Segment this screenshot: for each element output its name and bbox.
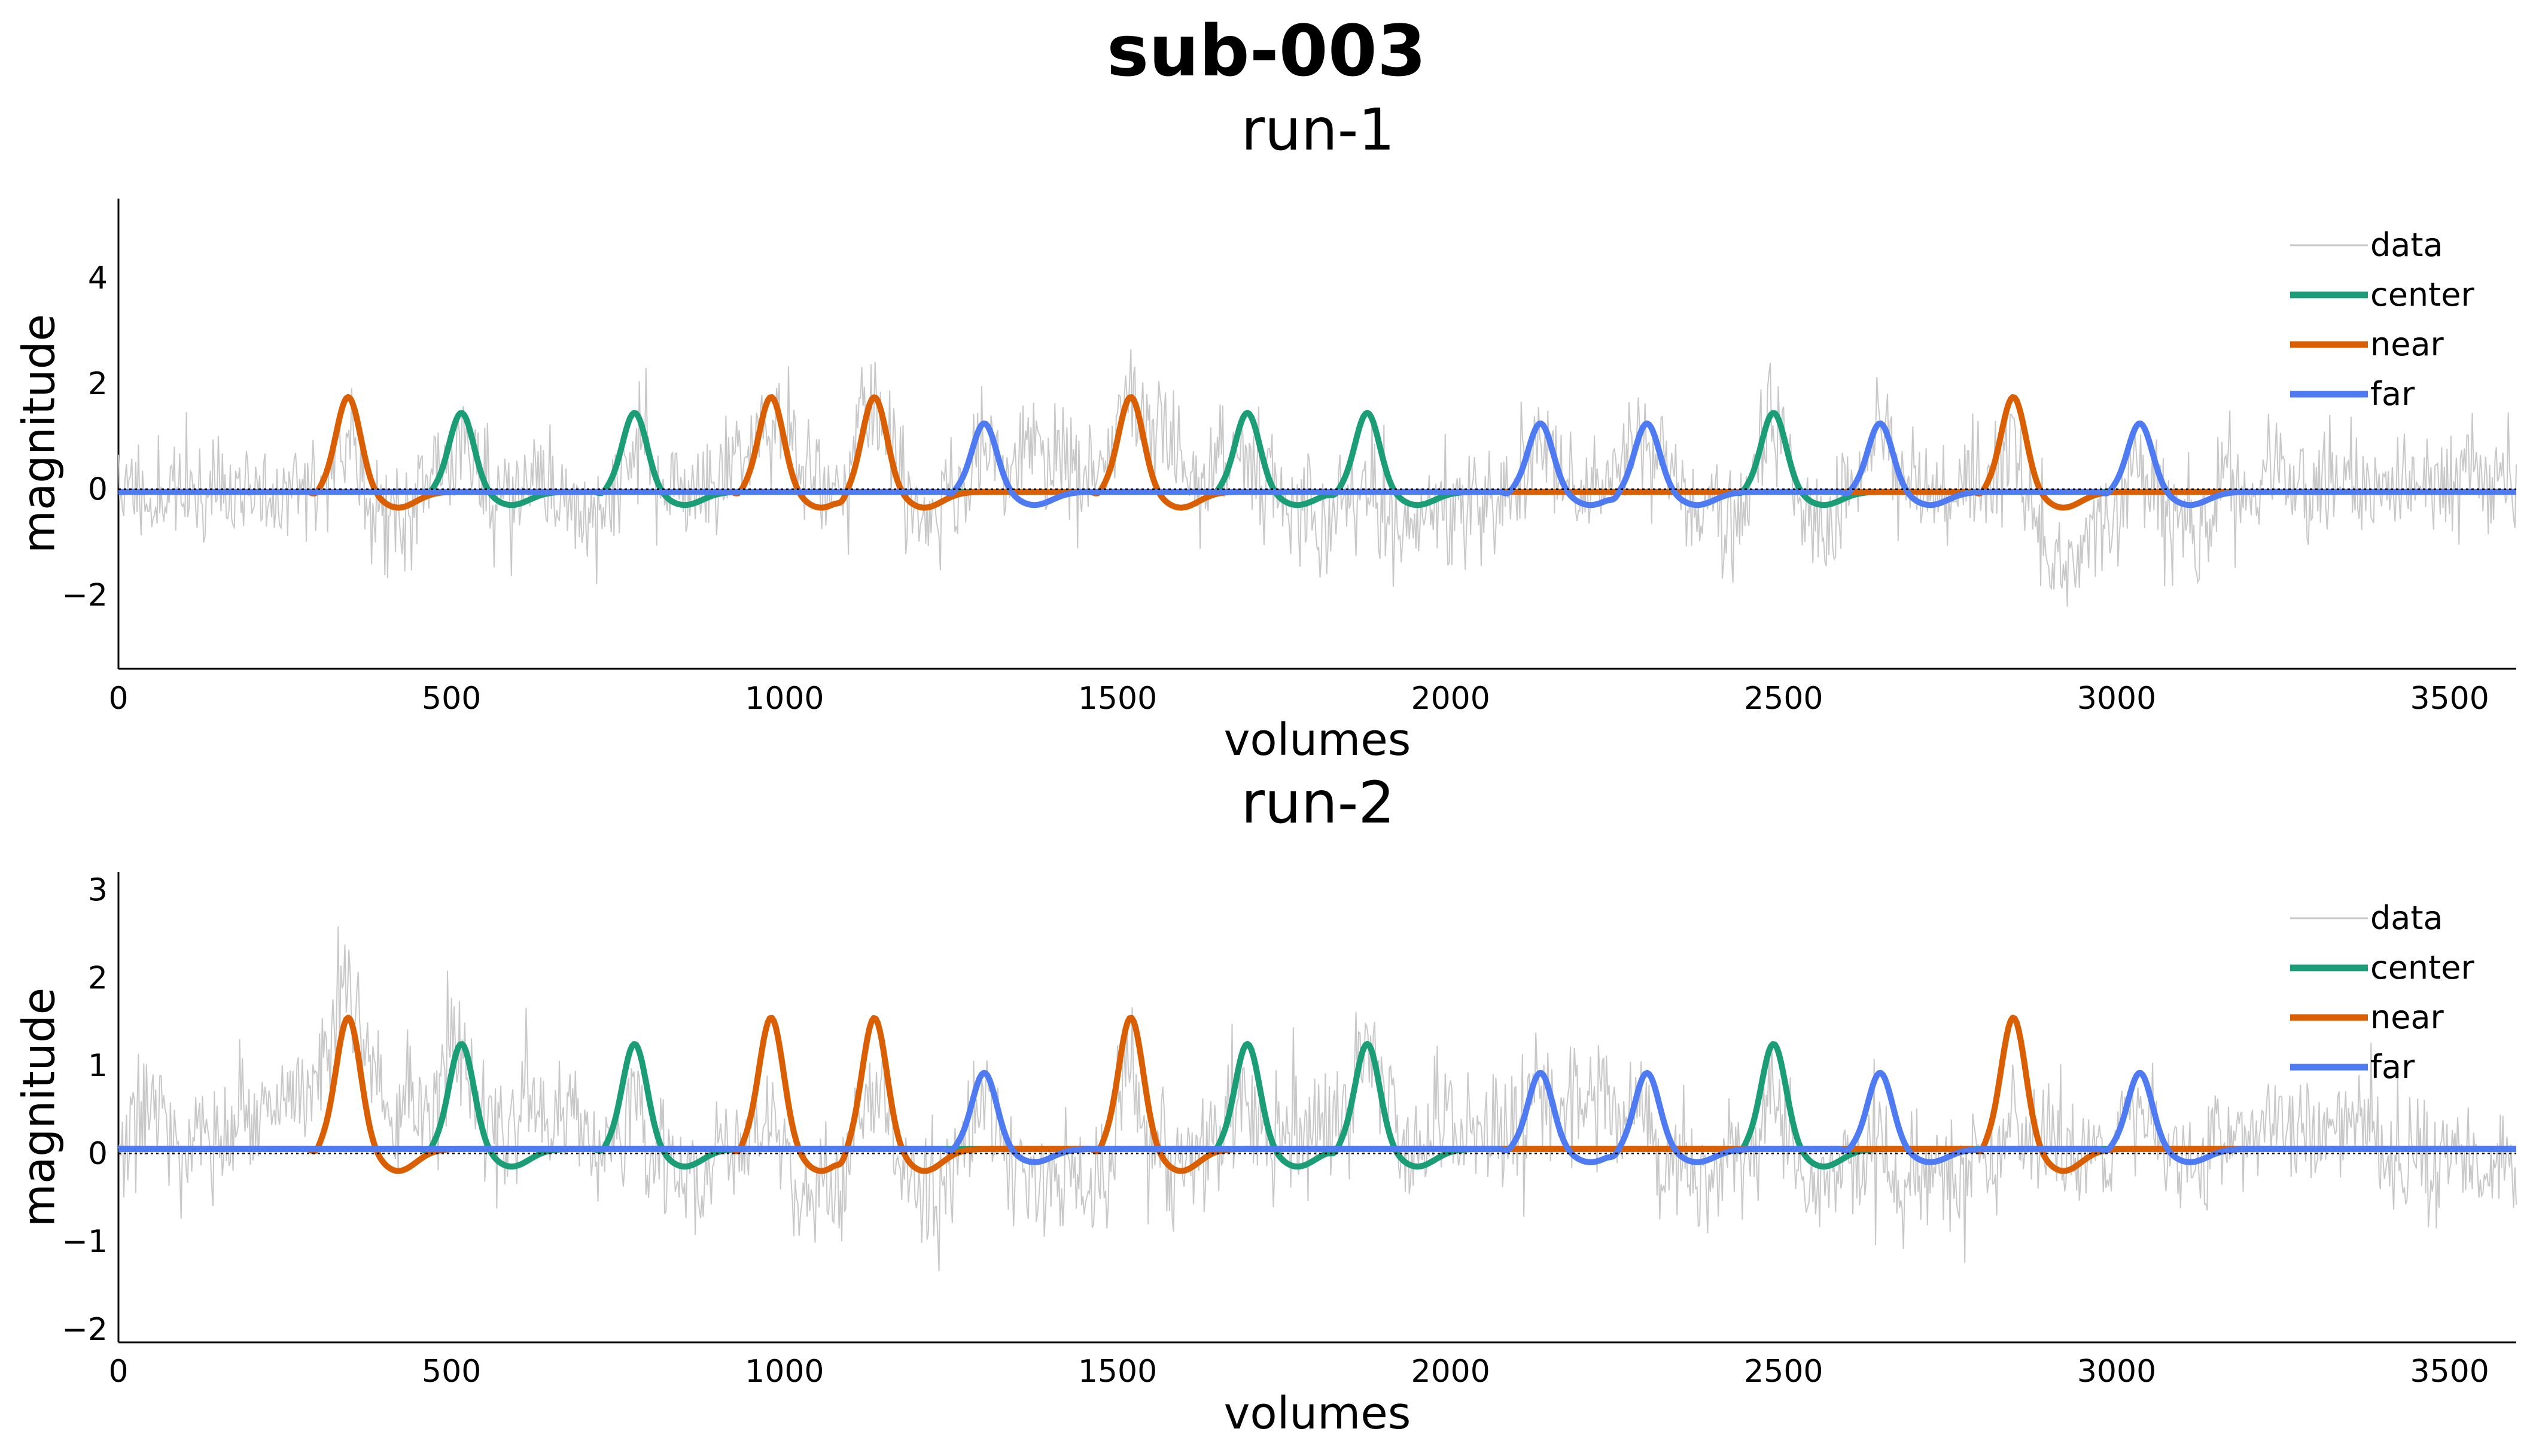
y-tick-label: 4: [88, 260, 108, 296]
x-tick-label: 500: [422, 1354, 481, 1390]
series-line-far: [117, 420, 2517, 508]
y-axis-title: magnitude: [14, 988, 65, 1227]
legend-label-near: near: [2370, 998, 2444, 1036]
x-tick-label: 3000: [2077, 681, 2156, 717]
figure-title: sub-003: [1107, 10, 1426, 92]
x-tick-label: 2500: [1744, 1354, 1823, 1390]
x-tick-label: 3500: [2410, 681, 2489, 717]
x-tick-label: 1000: [745, 681, 824, 717]
y-axis-title: magnitude: [14, 314, 65, 553]
legend-label-far: far: [2370, 1048, 2415, 1086]
x-tick-label: 1000: [745, 1354, 824, 1390]
y-tick-label: 2: [88, 366, 108, 402]
legend: data center near far: [2290, 899, 2475, 1086]
series-line-far: [117, 1070, 2517, 1165]
legend-label-data: data: [2370, 899, 2443, 937]
panel-run-1: run-1 0 500 1000 1500 2000 2500 3000 3500 −2 0 2 4 vo…: [14, 96, 2517, 766]
y-tick-label: 1: [88, 1048, 108, 1084]
panel-title: run-1: [1241, 96, 1395, 163]
panel-run-2: run-2 0 500 1000 1500 2000 2500 3000 3500 −2 −1 0 1 2…: [14, 769, 2517, 1439]
x-tick-label: 1500: [1078, 681, 1157, 717]
y-tick-label: 2: [88, 960, 108, 996]
x-tick-label: 0: [108, 681, 128, 717]
x-tick-label: 0: [108, 1354, 128, 1390]
y-tick-label: 0: [88, 1136, 108, 1172]
y-tick-label: −2: [62, 577, 108, 613]
x-tick-label: 2000: [1411, 681, 1490, 717]
x-axis-title: volumes: [1224, 714, 1411, 766]
x-tick-label: 2500: [1744, 681, 1823, 717]
x-tick-label: 1500: [1078, 1354, 1157, 1390]
legend-label-near: near: [2370, 325, 2444, 363]
x-tick-label: 500: [422, 681, 481, 717]
panel-title: run-2: [1241, 769, 1395, 836]
legend-label-center: center: [2370, 276, 2475, 313]
y-tick-label: −2: [62, 1312, 108, 1348]
legend-label-center: center: [2370, 949, 2475, 986]
x-tick-label: 2000: [1411, 1354, 1490, 1390]
legend-label-far: far: [2370, 375, 2415, 413]
legend: data center near far: [2290, 226, 2475, 413]
x-tick-label: 3000: [2077, 1354, 2156, 1390]
y-tick-label: 0: [88, 472, 108, 508]
legend-label-data: data: [2370, 226, 2443, 264]
y-tick-label: −1: [62, 1224, 108, 1260]
x-tick-label: 3500: [2410, 1354, 2489, 1390]
y-tick-label: 3: [88, 872, 108, 908]
x-axis-title: volumes: [1224, 1388, 1411, 1439]
series-line-data: [118, 349, 2517, 607]
